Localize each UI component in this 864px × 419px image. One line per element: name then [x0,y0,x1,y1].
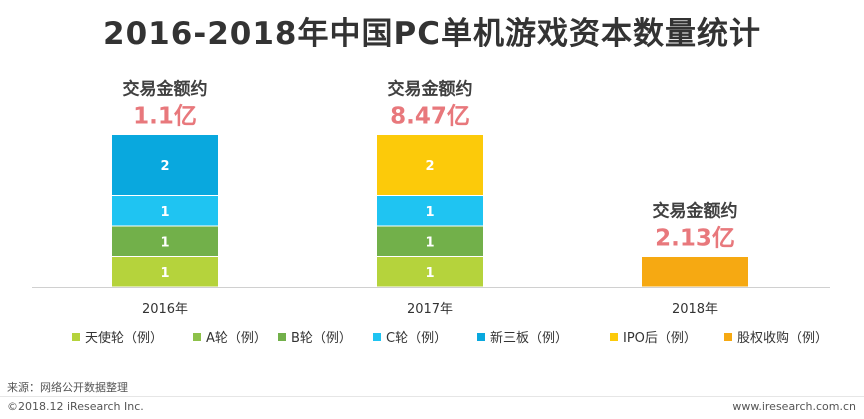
website-text: www.iresearch.com.cn [732,400,856,413]
legend-label: A轮（例） [206,331,267,346]
bar-data-label: 1 [425,266,434,281]
bar-segment [112,226,218,256]
bar-segment [642,257,748,287]
x-tick-label: 2018年 [672,302,718,317]
bar-data-label: 2 [160,159,169,174]
bar-segment [112,257,218,287]
legend-swatch [193,333,201,341]
amount-annotation-label: 交易金额约 [388,79,473,100]
bar-data-label: 1 [160,266,169,281]
legend-label: IPO后（例） [623,331,697,346]
bar-data-label: 1 [425,235,434,250]
legend-swatch [278,333,286,341]
bar-segment [377,196,483,226]
x-tick-label: 2017年 [407,302,453,317]
source-note: 来源：网络公开数据整理 [7,381,128,394]
bar-segment [112,196,218,226]
amount-annotation-value: 1.1亿 [133,104,197,130]
stacked-bar-chart: 1 1 1 2 2016年 交易金额约 1.1亿 1 1 1 2 2017年 交易金额约 8.47亿 201… [32,79,830,346]
bar-data-label: 1 [160,205,169,220]
bar-segment [377,257,483,287]
amount-annotation-label: 交易金额约 [653,201,738,222]
copyright-text: ©2018.12 iResearch Inc. [7,400,144,413]
legend-label: 新三板（例） [490,330,568,346]
legend-swatch [610,333,618,341]
legend-swatch [373,333,381,341]
legend-swatch [72,333,80,341]
footer-divider [0,396,864,397]
bar-segment [377,226,483,256]
amount-annotation-value: 2.13亿 [655,226,735,252]
amount-annotation-value: 8.47亿 [390,104,470,130]
legend-swatch [477,333,485,341]
x-tick-label: 2016年 [142,302,188,317]
chart-title: 2016-2018年中国PC单机游戏资本数量统计 [103,16,761,52]
bar-segment [112,135,218,195]
bar-segment [377,135,483,195]
bar-data-label: 2 [425,159,434,174]
legend-label: B轮（例） [291,331,352,346]
legend-swatch [724,333,732,341]
amount-annotation-label: 交易金额约 [123,79,208,100]
bar-data-label: 1 [160,235,169,250]
legend-label: 股权收购（例） [737,330,828,346]
bar-data-label: 1 [425,205,434,220]
legend-label: C轮（例） [386,331,447,346]
legend-label: 天使轮（例） [85,330,163,346]
